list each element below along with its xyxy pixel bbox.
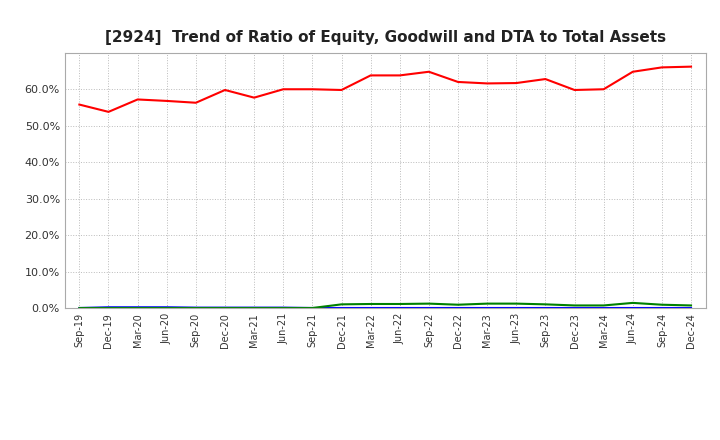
Deferred Tax Assets	[541, 302, 550, 307]
Equity	[366, 73, 375, 78]
Goodwill	[366, 305, 375, 311]
Equity	[220, 88, 229, 93]
Equity	[308, 87, 317, 92]
Equity	[687, 64, 696, 69]
Equity	[425, 69, 433, 74]
Equity	[629, 69, 637, 74]
Goodwill	[133, 304, 142, 310]
Deferred Tax Assets	[104, 305, 113, 311]
Equity	[192, 100, 200, 106]
Deferred Tax Assets	[483, 301, 492, 306]
Title: [2924]  Trend of Ratio of Equity, Goodwill and DTA to Total Assets: [2924] Trend of Ratio of Equity, Goodwil…	[104, 29, 666, 45]
Goodwill	[629, 305, 637, 311]
Deferred Tax Assets	[657, 302, 666, 308]
Goodwill	[250, 305, 258, 310]
Equity	[104, 109, 113, 114]
Deferred Tax Assets	[629, 300, 637, 305]
Deferred Tax Assets	[454, 302, 462, 308]
Goodwill	[308, 305, 317, 311]
Deferred Tax Assets	[570, 303, 579, 308]
Goodwill	[395, 305, 404, 311]
Goodwill	[541, 305, 550, 311]
Goodwill	[192, 305, 200, 310]
Goodwill	[75, 305, 84, 311]
Goodwill	[599, 305, 608, 311]
Deferred Tax Assets	[279, 305, 287, 311]
Deferred Tax Assets	[220, 305, 229, 311]
Goodwill	[104, 304, 113, 310]
Line: Goodwill: Goodwill	[79, 307, 691, 308]
Goodwill	[512, 305, 521, 311]
Deferred Tax Assets	[250, 305, 258, 311]
Goodwill	[454, 305, 462, 311]
Goodwill	[483, 305, 492, 311]
Equity	[454, 79, 462, 84]
Deferred Tax Assets	[192, 305, 200, 311]
Equity	[163, 98, 171, 103]
Deferred Tax Assets	[337, 302, 346, 307]
Goodwill	[570, 305, 579, 311]
Deferred Tax Assets	[75, 305, 84, 311]
Deferred Tax Assets	[425, 301, 433, 306]
Deferred Tax Assets	[163, 305, 171, 311]
Deferred Tax Assets	[512, 301, 521, 306]
Equity	[279, 87, 287, 92]
Deferred Tax Assets	[366, 301, 375, 307]
Deferred Tax Assets	[687, 303, 696, 308]
Equity	[657, 65, 666, 70]
Line: Deferred Tax Assets: Deferred Tax Assets	[79, 303, 691, 308]
Equity	[337, 88, 346, 93]
Goodwill	[687, 305, 696, 311]
Equity	[599, 87, 608, 92]
Goodwill	[337, 305, 346, 311]
Equity	[250, 95, 258, 100]
Deferred Tax Assets	[133, 305, 142, 311]
Equity	[570, 88, 579, 93]
Equity	[483, 81, 492, 86]
Goodwill	[657, 305, 666, 311]
Equity	[512, 81, 521, 86]
Equity	[133, 97, 142, 102]
Line: Equity: Equity	[79, 66, 691, 112]
Deferred Tax Assets	[395, 301, 404, 307]
Goodwill	[163, 304, 171, 310]
Deferred Tax Assets	[308, 305, 317, 311]
Goodwill	[279, 305, 287, 310]
Deferred Tax Assets	[599, 303, 608, 308]
Equity	[541, 77, 550, 82]
Equity	[395, 73, 404, 78]
Goodwill	[220, 305, 229, 310]
Goodwill	[425, 305, 433, 311]
Equity	[75, 102, 84, 107]
